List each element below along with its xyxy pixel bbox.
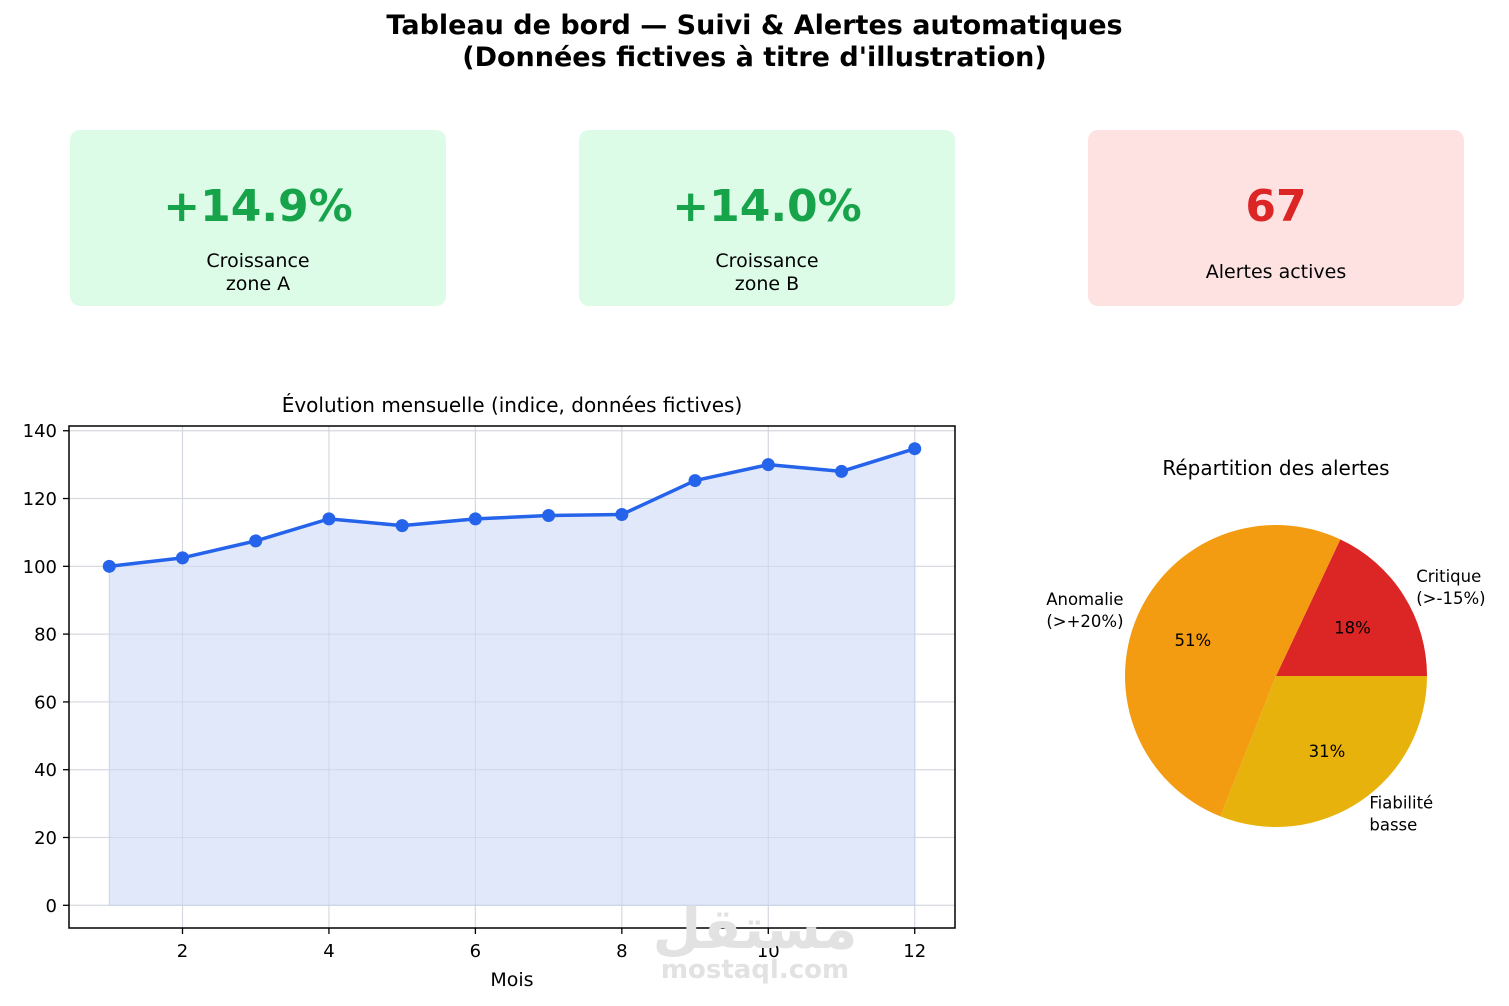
- pie-slice: [1220, 676, 1427, 827]
- kpi-label: Alertes actives: [1205, 261, 1347, 283]
- y-tick-label: 0: [46, 896, 57, 917]
- kpi-value: +14.9%: [163, 181, 353, 232]
- x-axis-label: Mois: [490, 969, 533, 991]
- data-point: [249, 534, 263, 548]
- pie-slice: [1124, 524, 1341, 817]
- data-point: [322, 512, 336, 526]
- y-tick-label: 100: [23, 557, 57, 578]
- data-point: [908, 442, 922, 456]
- data-point: [395, 519, 409, 533]
- y-tick-label: 80: [34, 625, 57, 646]
- pie-slice-label: Fiabilité basse: [1369, 793, 1433, 834]
- y-tick-label: 40: [34, 760, 57, 781]
- watermark-text: mostaql.com: [661, 955, 849, 985]
- page-title-line-2: (Données fictives à titre d'illustration…: [462, 42, 1047, 73]
- pie-slice: [1276, 539, 1427, 676]
- kpi-card-growth-zone-a: +14.9% Croissance zone A: [70, 130, 446, 306]
- pie-percent-label: 51%: [1175, 631, 1212, 650]
- data-point: [175, 551, 189, 565]
- page-title: Tableau de bord — Suivi & Alertes automa…: [0, 10, 1509, 74]
- y-tick-label: 20: [34, 828, 57, 849]
- x-tick-label: 2: [177, 941, 188, 962]
- data-point: [688, 474, 702, 488]
- kpi-value: +14.0%: [672, 181, 862, 232]
- y-tick-label: 120: [23, 489, 57, 510]
- x-tick-label: 12: [903, 941, 926, 962]
- y-tick-label: 60: [34, 692, 57, 713]
- data-point: [542, 508, 556, 522]
- pie-percent-label: 31%: [1309, 742, 1346, 761]
- kpi-label: Croissance zone B: [715, 250, 819, 295]
- chart-title: Évolution mensuelle (indice, données fic…: [282, 393, 743, 417]
- x-tick-label: 4: [323, 941, 334, 962]
- data-point: [102, 559, 116, 573]
- series-line: [109, 447, 916, 569]
- plot-frame: [68, 425, 956, 929]
- data-point: [761, 458, 775, 472]
- alerts-distribution-pie-chart: Répartition des alertes 18% Critique (>-15%…: [1046, 456, 1485, 834]
- watermark-arabic: مستقل: [653, 897, 858, 962]
- kpi-value: 67: [1245, 181, 1307, 232]
- kpi-card-active-alerts: 67 Alertes actives: [1088, 130, 1464, 306]
- x-tick-label: 8: [616, 941, 627, 962]
- data-point: [835, 464, 849, 478]
- page-title-line-1: Tableau de bord — Suivi & Alertes automa…: [386, 10, 1123, 41]
- kpi-card-growth-zone-b: +14.0% Croissance zone B: [579, 130, 955, 306]
- pie-slice-label: Critique (>-15%): [1416, 567, 1485, 608]
- y-tick-label: 140: [23, 421, 57, 442]
- data-point: [615, 507, 629, 521]
- pie-title: Répartition des alertes: [1162, 456, 1389, 480]
- mostaql-watermark: مستقل mostaql.com: [653, 897, 858, 985]
- pie-slice-label: Anomalie (>+20%): [1046, 590, 1123, 631]
- x-tick-label: 10: [757, 941, 780, 962]
- pie-percent-label: 18%: [1334, 618, 1371, 637]
- kpi-label: Croissance zone A: [206, 250, 310, 295]
- monthly-evolution-chart: Évolution mensuelle (indice, données fic…: [23, 393, 956, 991]
- x-tick-label: 6: [470, 941, 481, 962]
- data-point: [468, 512, 482, 526]
